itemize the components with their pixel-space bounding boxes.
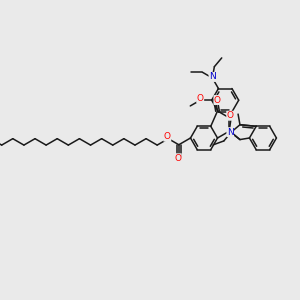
Text: O: O bbox=[227, 111, 234, 120]
Text: N: N bbox=[209, 73, 216, 82]
Text: O: O bbox=[164, 132, 171, 141]
Text: N: N bbox=[227, 128, 234, 137]
Text: O: O bbox=[214, 95, 221, 104]
Text: O: O bbox=[174, 154, 181, 163]
Text: O: O bbox=[197, 94, 204, 103]
